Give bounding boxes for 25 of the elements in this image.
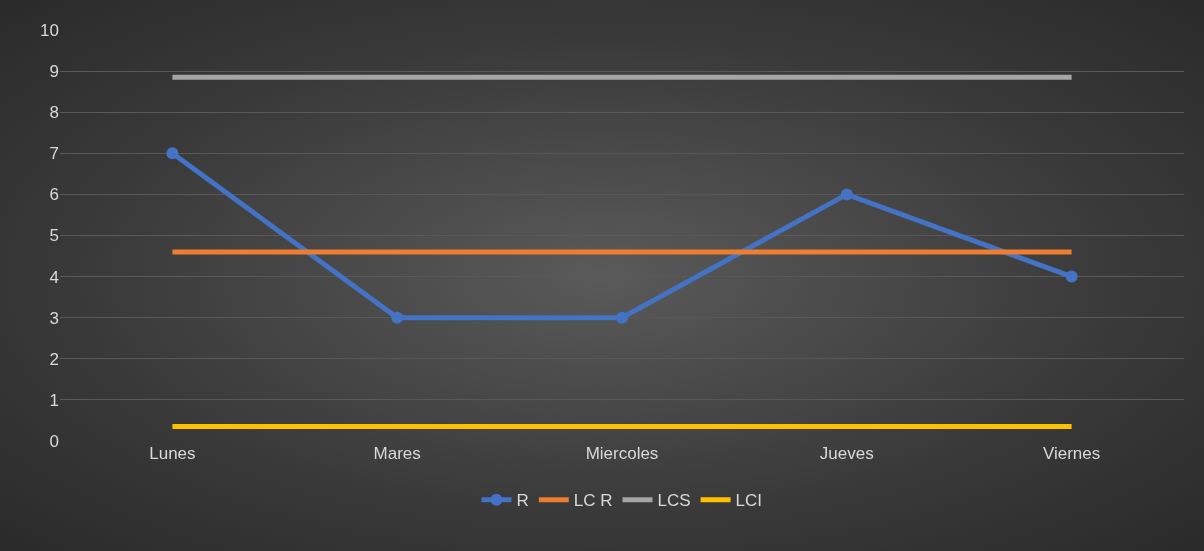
y-tick-label: 2 (49, 349, 59, 369)
y-tick-label: 6 (49, 185, 59, 205)
point (616, 311, 628, 324)
y-tick-label: 0 (49, 431, 59, 451)
x-tick-label: Lunes (149, 444, 196, 463)
y-tick-label: 8 (49, 103, 59, 123)
y-tick-label: 10 (40, 20, 59, 40)
legend-label: R (516, 491, 529, 511)
x-tick-label: Miercoles (585, 444, 659, 463)
legend-label: LCI (735, 491, 763, 511)
y-tick-label: 5 (49, 226, 59, 246)
y-tick-label: 9 (49, 62, 59, 82)
x-tick-label: Viernes (1042, 444, 1101, 463)
x-tick-label: Mares (373, 444, 421, 463)
point (391, 311, 404, 324)
point (840, 188, 853, 201)
point (1065, 270, 1078, 283)
point (166, 147, 179, 160)
x-tick-label: Jueves (819, 444, 874, 463)
y-tick-label: 4 (49, 267, 59, 287)
y-tick-label: 1 (49, 390, 59, 410)
y-tick-label: 7 (49, 144, 59, 164)
legend-label: LC R (573, 491, 613, 511)
legend-label: LCS (657, 491, 691, 511)
y-tick-label: 3 (49, 308, 59, 328)
